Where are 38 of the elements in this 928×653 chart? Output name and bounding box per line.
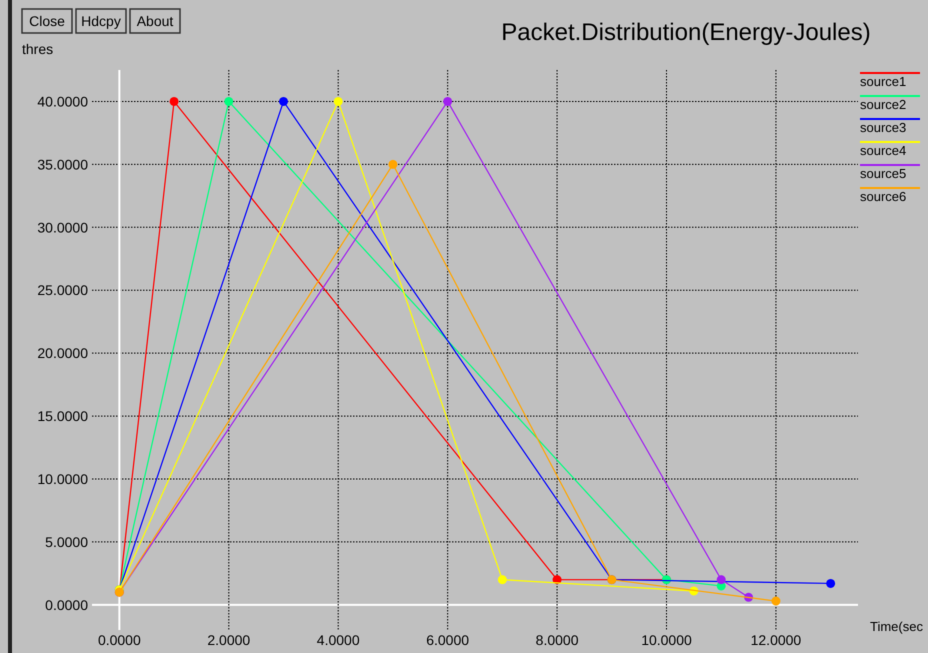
point bbox=[279, 96, 288, 106]
y-tick-label: 20.0000 bbox=[37, 345, 88, 362]
legend-label: source2 bbox=[860, 97, 906, 112]
x-tick-label: 8.0000 bbox=[536, 632, 579, 648]
y-axis-title: thres bbox=[22, 41, 54, 57]
text: Hdcpy bbox=[81, 13, 121, 29]
x-tick-label: 2.0000 bbox=[207, 632, 250, 648]
x-tick-label: 0.0000 bbox=[98, 632, 141, 648]
y-tick-label: 25.0000 bbox=[37, 282, 88, 298]
point bbox=[334, 96, 343, 106]
y-tick-label: 30.0000 bbox=[37, 219, 88, 236]
x-tick-label: 12.0000 bbox=[750, 632, 802, 648]
y-tick-label: 40.0000 bbox=[37, 93, 88, 110]
x-tick-label: 6.0000 bbox=[426, 632, 470, 648]
legend-label: source3 bbox=[860, 120, 906, 135]
y-tick-label: 5.0000 bbox=[45, 534, 88, 550]
point bbox=[771, 596, 780, 606]
point bbox=[443, 96, 452, 106]
chart-title: Packet.Distribution(Energy-Joules) bbox=[501, 19, 871, 46]
legend-label: source5 bbox=[860, 166, 906, 181]
y-tick-label: 15.0000 bbox=[37, 408, 88, 424]
point bbox=[224, 96, 234, 106]
y-tick-label: 35.0000 bbox=[37, 156, 88, 172]
point bbox=[716, 575, 726, 584]
point bbox=[170, 96, 179, 106]
x-tick-label: 4.0000 bbox=[316, 632, 360, 648]
x-tick-label: 10.0000 bbox=[641, 632, 692, 648]
y-tick-label: 0.0000 bbox=[45, 596, 88, 613]
text: Close bbox=[29, 13, 66, 29]
legend-label: source6 bbox=[860, 189, 906, 204]
y-tick-label: 10.0000 bbox=[37, 470, 88, 487]
legend-label: source1 bbox=[860, 74, 906, 89]
point bbox=[388, 160, 398, 169]
x-axis-title: Time(sec bbox=[870, 619, 924, 634]
point bbox=[498, 575, 507, 584]
legend-label: source4 bbox=[860, 143, 906, 158]
point bbox=[826, 578, 836, 588]
text: About bbox=[136, 13, 174, 29]
